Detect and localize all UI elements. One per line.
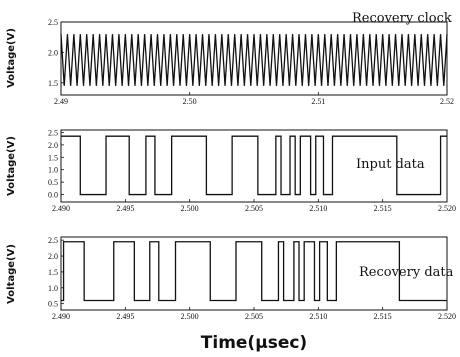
tick-group: 2.49 2.50 2.51 2.52 1.5 2.0 2.5 [48, 18, 454, 106]
x-axis-title: Time(µsec) [201, 333, 307, 353]
x-tick-label: 2.495 [116, 204, 134, 213]
y-tick-label: 2.5 [48, 236, 58, 245]
x-tick-label: 2.490 [52, 204, 70, 213]
x-tick-label: 2.49 [54, 97, 68, 106]
y-tick-label: 2.5 [48, 128, 58, 137]
input-data-trace [61, 135, 447, 196]
y-tick-label: 1.0 [48, 284, 58, 293]
x-tick-label: 2.52 [440, 97, 454, 106]
y-axis-title: Voltage(V) [6, 28, 17, 88]
x-tick-label: 2.510 [309, 204, 327, 213]
tick-group: 2.490 2.495 2.500 2.505 2.510 2.515 2.520 0.5 1.… [48, 236, 456, 321]
tick-group: 2.490 2.495 2.500 2.505 2.510 2.515 2.520 0.0 0.… [48, 128, 456, 213]
x-tick-label: 2.51 [311, 97, 325, 106]
x-tick-label: 2.505 [245, 204, 263, 213]
x-tick-label: 2.505 [245, 312, 263, 321]
y-tick-label: 0.0 [48, 191, 58, 200]
x-tick-label: 2.520 [438, 204, 456, 213]
recovery-data-trace [61, 241, 447, 302]
y-tick-label: 2.0 [48, 48, 58, 57]
y-tick-label: 2.0 [48, 252, 58, 261]
y-tick-label: 0.5 [48, 300, 58, 309]
recovery-data-panel: 2.490 2.495 2.500 2.505 2.510 2.515 2.520 0.5 1.… [6, 236, 456, 321]
panel-title: Recovery data [359, 265, 454, 280]
plot-frame [60, 21, 448, 96]
x-tick-label: 2.500 [181, 204, 199, 213]
x-tick-label: 2.515 [374, 204, 392, 213]
panel-title: Recovery clock [352, 11, 452, 26]
x-tick-label: 2.490 [52, 312, 70, 321]
y-tick-label: 1.5 [48, 79, 58, 88]
panel-title: Input data [356, 157, 425, 172]
x-tick-label: 2.515 [374, 312, 392, 321]
y-tick-label: 0.5 [48, 178, 58, 187]
x-tick-label: 2.520 [438, 312, 456, 321]
input-data-panel: 2.490 2.495 2.500 2.505 2.510 2.515 2.520 0.0 0.… [6, 128, 456, 213]
x-tick-label: 2.510 [309, 312, 327, 321]
y-tick-label: 2.5 [48, 18, 58, 27]
y-tick-label: 1.5 [48, 153, 58, 162]
y-axis-title: Voltage(V) [6, 244, 17, 304]
recovery-clock-panel: 2.49 2.50 2.51 2.52 1.5 2.0 2.5 Recovery clock… [6, 11, 454, 106]
y-axis-title: Voltage(V) [6, 136, 17, 196]
x-tick-label: 2.50 [183, 97, 197, 106]
y-tick-label: 1.5 [48, 268, 58, 277]
x-tick-label: 2.500 [181, 312, 199, 321]
y-tick-label: 1.0 [48, 166, 58, 175]
x-tick-label: 2.495 [116, 312, 134, 321]
y-tick-label: 2.0 [48, 141, 58, 150]
clock-trace [60, 34, 448, 86]
